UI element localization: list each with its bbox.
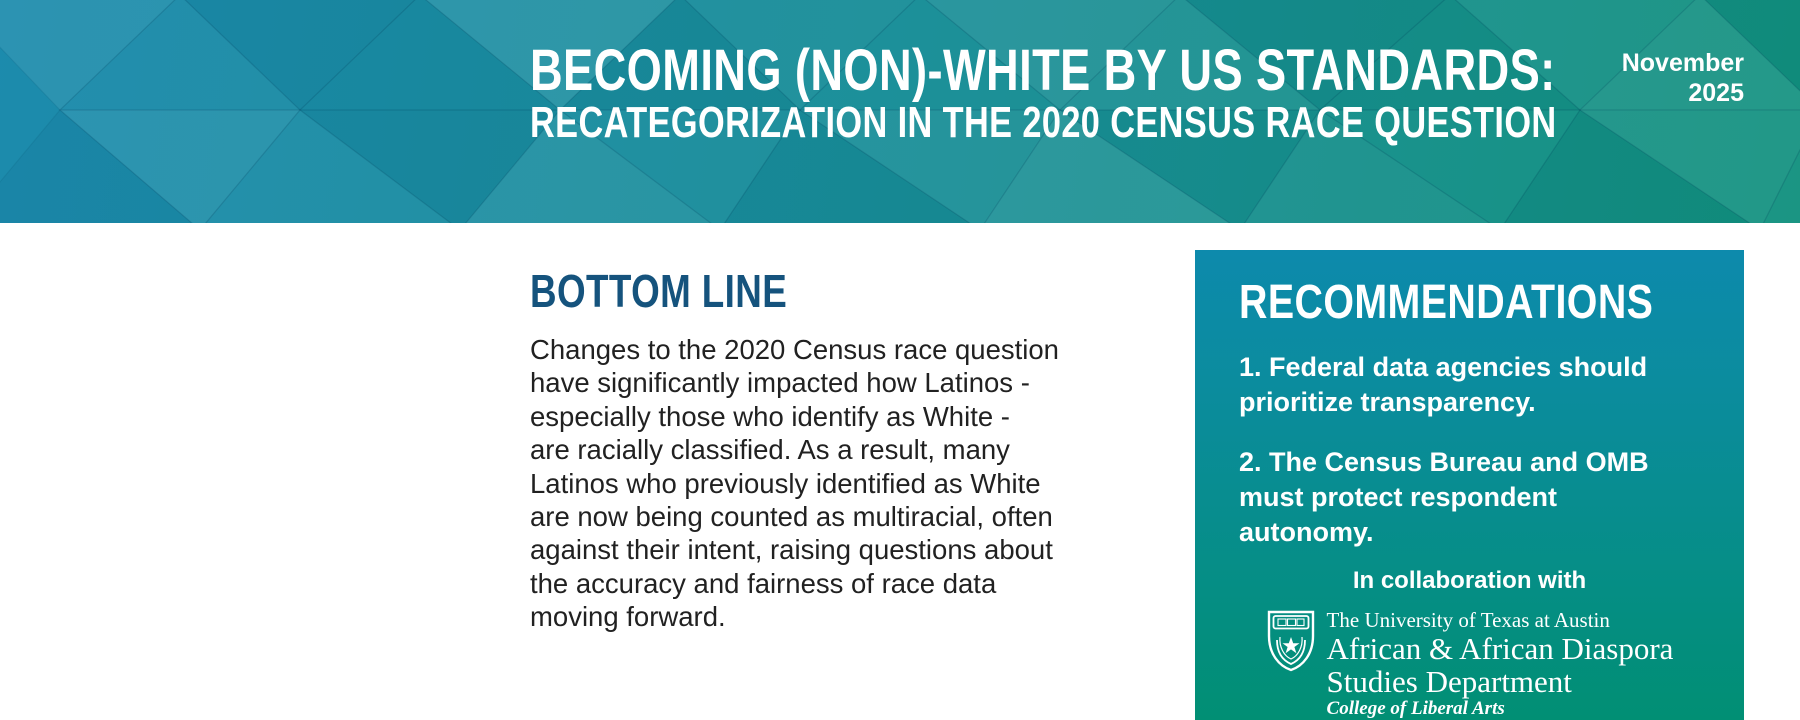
body-line: Latinos who previously identified as Whi… (530, 467, 1041, 499)
recommendation-line: prioritize transparency. (1239, 387, 1536, 417)
ut-wordmark: The University of Texas at Austin Africa… (1327, 608, 1674, 720)
report-title-line1: BECOMING (NON)-WHITE BY US STANDARDS: (530, 38, 1556, 103)
body-line: Changes to the 2020 Census race question (530, 334, 1059, 365)
recommendation-line: autonomy. (1239, 517, 1374, 547)
body-line: especially those who identify as White - (530, 400, 1010, 432)
ut-department-line1: African & African Diaspora (1326, 631, 1674, 666)
body-line: moving forward. (530, 601, 726, 633)
body-line: against their intent, raising questions … (530, 534, 1053, 566)
ut-department-line2: Studies Department (1326, 664, 1572, 699)
low-poly-pattern (0, 0, 1800, 223)
recommendations-panel: RECOMMENDATIONS 1. Federal data agencies… (1195, 250, 1744, 720)
recommendation-line: must protect respondent (1239, 482, 1558, 512)
recommendation-item-2: 2. The Census Bureau and OMB must protec… (1239, 445, 1700, 550)
header-banner: BECOMING (NON)-WHITE BY US STANDARDS: RE… (0, 0, 1800, 223)
report-title-line2: RECATEGORIZATION IN THE 2020 CENSUS RACE… (530, 98, 1557, 147)
recommendation-item-1: 1. Federal data agencies should prioriti… (1239, 350, 1700, 420)
ut-shield-icon (1267, 610, 1314, 672)
body-line: the accuracy and fairness of race data (530, 567, 997, 599)
recommendation-line: 1. Federal data agencies should (1239, 352, 1648, 382)
main-content: BOTTOM LINE Changes to the 2020 Census r… (0, 223, 1800, 720)
bottom-line-section: BOTTOM LINE Changes to the 2020 Census r… (530, 267, 1190, 634)
recommendation-line: 2. The Census Bureau and OMB (1239, 447, 1649, 477)
bottom-line-paragraph: Changes to the 2020 Census race question… (530, 333, 1190, 634)
report-title: BECOMING (NON)-WHITE BY US STANDARDS: RE… (530, 38, 1800, 147)
ut-college-line: College of Liberal Arts (1326, 698, 1505, 719)
body-line: have significantly impacted how Latinos … (530, 367, 1030, 399)
body-line: are racially classified. As a result, ma… (530, 434, 1010, 466)
body-line: are now being counted as multiracial, of… (530, 501, 1053, 533)
issue-date: November 2025 (1622, 48, 1744, 108)
ut-university-line: The University of Texas at Austin (1326, 608, 1610, 632)
issue-date-year: 2025 (1688, 79, 1744, 107)
recommendations-heading: RECOMMENDATIONS (1239, 276, 1654, 329)
bottom-line-heading: BOTTOM LINE (530, 265, 788, 317)
ut-austin-logo: The University of Texas at Austin Africa… (1239, 608, 1700, 720)
collaboration-label: In collaboration with (1352, 567, 1587, 594)
issue-date-month: November (1621, 49, 1744, 77)
